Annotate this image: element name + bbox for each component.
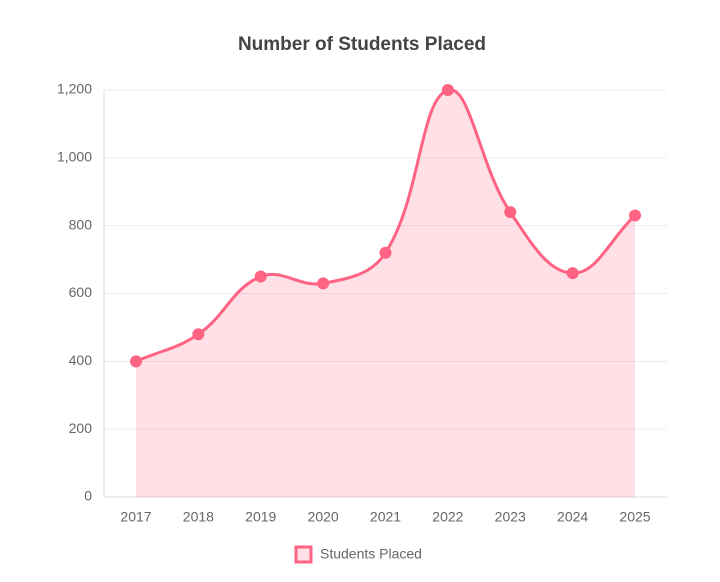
y-tick-label: 1,200 xyxy=(57,81,92,97)
legend-swatch xyxy=(294,545,313,564)
x-tick-label: 2024 xyxy=(557,509,588,525)
x-tick-label: 2017 xyxy=(120,509,151,525)
chart-title: Number of Students Placed xyxy=(238,34,486,55)
x-tick-label: 2020 xyxy=(308,509,339,525)
legend-label: Students Placed xyxy=(320,546,422,562)
y-tick-label: 1,000 xyxy=(57,149,92,165)
x-tick-label: 2021 xyxy=(370,509,401,525)
y-tick-label: 400 xyxy=(69,352,93,368)
x-tick-label: 2022 xyxy=(432,509,463,525)
y-tick-label: 600 xyxy=(69,284,93,300)
point xyxy=(379,246,392,259)
y-tick-label: 0 xyxy=(84,488,92,504)
point xyxy=(130,355,142,368)
line xyxy=(135,88,637,363)
point xyxy=(441,84,454,96)
y-tick-label: 200 xyxy=(69,420,93,436)
x-tick-label: 2018 xyxy=(183,509,214,525)
y-tick-label: 800 xyxy=(69,216,93,232)
area xyxy=(136,89,635,497)
x-tick-label: 2025 xyxy=(619,509,650,525)
point xyxy=(566,267,579,280)
point xyxy=(629,209,641,222)
x-tick-label: 2023 xyxy=(495,509,526,525)
point xyxy=(317,277,330,290)
point xyxy=(504,206,517,219)
point xyxy=(254,270,267,283)
x-tick-label: 2019 xyxy=(245,509,276,525)
point xyxy=(192,328,205,341)
